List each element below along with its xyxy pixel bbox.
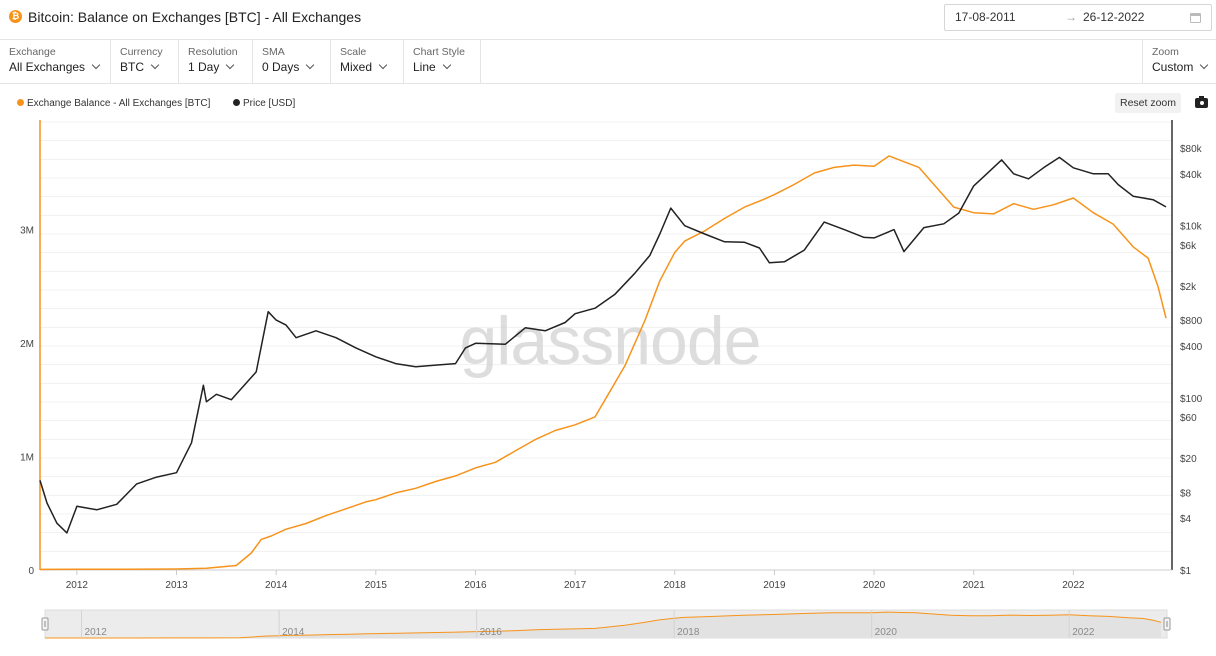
left-tick-label: 1M [20, 453, 34, 464]
orange-dot-icon [17, 99, 24, 106]
currency-select[interactable]: Currency BTC [111, 40, 179, 83]
legend-label-balance: Exchange Balance - All Exchanges [BTC] [27, 98, 211, 109]
chevron-down-icon [226, 60, 235, 70]
bitcoin-icon: ₿ [9, 10, 22, 23]
grid-lines [40, 121, 1172, 552]
scale-value: Mixed [340, 60, 373, 74]
right-tick-label: $4 [1180, 514, 1192, 525]
currency-value: BTC [120, 60, 144, 74]
x-tick-label: 2016 [464, 580, 487, 591]
chart-style-value: Line [413, 60, 436, 74]
chart-style-select[interactable]: Chart Style Line [404, 40, 481, 83]
chevron-down-icon [378, 60, 388, 70]
right-tick-label: $400 [1180, 342, 1203, 353]
legend-item-balance[interactable]: Exchange Balance - All Exchanges [BTC] [17, 98, 210, 109]
chevron-down-icon [442, 60, 451, 70]
navigator[interactable]: 2012 2014 2016 2018 2020 2022 [0, 606, 1216, 640]
x-tick-label: 2013 [165, 580, 188, 591]
chevron-down-icon [1200, 60, 1209, 70]
black-dot-icon [233, 99, 240, 106]
x-tick-label: 2018 [664, 580, 687, 591]
legend-item-price[interactable]: Price [USD] [233, 98, 295, 109]
axes: 0 1M 2M 3M $1 $4 $8 $20 $60 $100 $400 $800 $2k $6k $10… [20, 120, 1203, 591]
x-tick-label: 2012 [66, 580, 89, 591]
zoom-label: Zoom [1152, 46, 1179, 58]
exchange-label: Exchange [9, 46, 56, 58]
chevron-down-icon [150, 60, 160, 70]
date-from-input[interactable]: 17-08-2011 [955, 10, 1016, 24]
right-tick-label: $6k [1180, 241, 1197, 252]
page-title: Bitcoin: Balance on Exchanges [BTC] - Al… [28, 9, 362, 25]
left-tick-label: 2M [20, 339, 34, 350]
chevron-down-icon [306, 60, 315, 70]
watermark: glassnode [459, 303, 760, 379]
currency-label: Currency [120, 46, 163, 58]
right-tick-label: $20 [1180, 454, 1197, 465]
arrow-right-icon: → [1065, 10, 1077, 24]
x-tick-label: 2019 [763, 580, 786, 591]
navigator-content: 2012 2014 2016 2018 2020 2022 [41, 609, 1171, 639]
resolution-label: Resolution [188, 46, 238, 58]
navigator-line [45, 611, 1162, 639]
date-to-input[interactable]: 26-12-2022 [1083, 10, 1145, 24]
right-tick-label: $100 [1180, 394, 1203, 405]
x-tick-label: 2021 [963, 580, 986, 591]
navigator-tick-label: 2016 [480, 627, 503, 638]
left-tick-label: 0 [28, 566, 34, 577]
navigator-tick-label: 2022 [1072, 627, 1095, 638]
zoom-value: Custom [1152, 60, 1194, 74]
navigator-area [45, 612, 1162, 638]
right-tick-label: $8 [1180, 488, 1192, 499]
sma-value: 0 Days [262, 60, 300, 74]
legend-label-price: Price [USD] [243, 98, 296, 109]
right-tick-label: $10k [1180, 222, 1203, 233]
right-tick-label: $80k [1180, 144, 1203, 155]
exchange-value: All Exchanges [9, 60, 86, 74]
scale-label: Scale [340, 46, 367, 58]
navigator-tick-label: 2018 [677, 627, 700, 638]
date-range-picker[interactable]: 17-08-2011 → 26-12-2022 [944, 4, 1212, 31]
camera-icon[interactable] [1195, 96, 1208, 108]
calendar-icon[interactable] [1190, 13, 1201, 23]
chart-style-label: Chart Style [413, 46, 465, 58]
navigator-tick-label: 2014 [282, 627, 305, 638]
series-lines [39, 155, 1167, 571]
right-tick-label: $40k [1180, 170, 1203, 181]
x-tick-label: 2020 [863, 580, 886, 591]
series-line-balance [39, 155, 1167, 571]
series-line-price [39, 156, 1167, 534]
right-tick-label: $1 [1180, 566, 1192, 577]
x-tick-label: 2017 [564, 580, 587, 591]
sma-select[interactable]: SMA 0 Days [253, 40, 331, 83]
right-tick-label: $60 [1180, 413, 1197, 424]
x-tick-label: 2014 [265, 580, 288, 591]
exchange-select[interactable]: Exchange All Exchanges [0, 40, 111, 83]
resolution-value: 1 Day [188, 60, 220, 74]
x-tick-label: 2015 [365, 580, 388, 591]
x-tick-label: 2022 [1062, 580, 1085, 591]
left-tick-label: 3M [20, 226, 34, 237]
chevron-down-icon [91, 60, 101, 70]
sma-label: SMA [262, 46, 285, 58]
chart-controls: Exchange All Exchanges Currency BTC Reso… [0, 40, 1216, 84]
main-chart[interactable]: glassnode 0 1M 2M 3M $1 $4 $8 $20 $60 $100 $400 $80… [0, 118, 1216, 602]
zoom-select[interactable]: Zoom Custom [1142, 40, 1216, 83]
resolution-select[interactable]: Resolution 1 Day [179, 40, 253, 83]
navigator-tick-label: 2020 [875, 627, 898, 638]
right-tick-label: $2k [1180, 282, 1197, 293]
scale-select[interactable]: Scale Mixed [331, 40, 404, 83]
chart-header: ₿ Bitcoin: Balance on Exchanges [BTC] - … [0, 0, 1216, 40]
right-tick-label: $800 [1180, 316, 1203, 327]
navigator-tick-label: 2012 [85, 627, 108, 638]
reset-zoom-button[interactable]: Reset zoom [1115, 93, 1181, 113]
